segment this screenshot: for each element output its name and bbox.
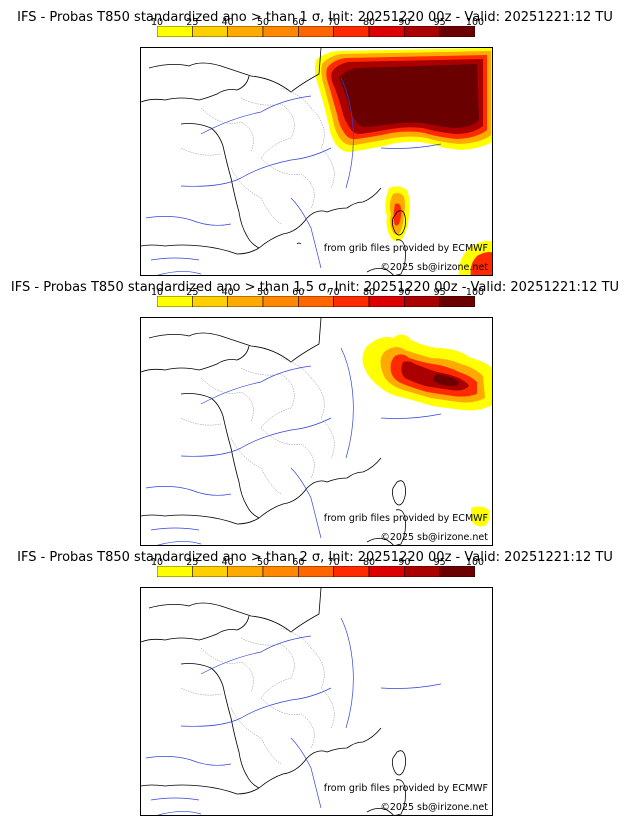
colorbar-ticks: 10 25 40 50 60 70 80 90 95 100	[151, 10, 484, 28]
rivers	[145, 347, 442, 545]
colorbar-tick-label: 25	[186, 287, 199, 298]
copyright: ©2025 sb@irizone.net	[380, 262, 488, 273]
colorbar-tick-label: 100	[465, 17, 485, 28]
colorbar	[157, 296, 475, 307]
map-frame: from grib files provided by ECMWF ©2025 …	[140, 317, 493, 546]
borders	[180, 357, 335, 495]
colorbar	[157, 26, 475, 37]
map-canvas	[141, 318, 492, 545]
panel-title: IFS - Probas T850 standardized ano > tha…	[17, 10, 613, 25]
colorbar-tick-label: 70	[327, 17, 340, 28]
map-panel-3: IFS - Probas T850 standardized ano > tha…	[0, 540, 630, 816]
colorbar-tick-label: 60	[292, 17, 305, 28]
colorbar-tick-label: 95	[433, 17, 446, 28]
borders	[180, 627, 335, 765]
map-canvas	[141, 48, 492, 275]
coastlines	[141, 588, 394, 815]
colorbar-tick-label: 50	[256, 17, 270, 28]
colorbar-tick-label: 90	[398, 17, 411, 28]
rivers	[145, 77, 442, 275]
colorbar-ticks: 10 25 40 50 60 70 80 90 95 100	[151, 280, 484, 298]
colorbar-tick-label: 100	[465, 557, 485, 568]
colorbar-tick-label: 40	[221, 557, 234, 568]
map-frame: from grib files provided by ECMWF ©2025 …	[140, 47, 493, 276]
colorbar-tick-label: 60	[292, 557, 305, 568]
copyright: ©2025 sb@irizone.net	[380, 532, 488, 543]
colorbar-tick-label: 10	[150, 557, 164, 568]
colorbar-tick-label: 100	[465, 287, 485, 298]
source-credit: from grib files provided by ECMWF	[323, 243, 488, 254]
borders	[180, 87, 335, 225]
colorbar-tick-label: 80	[362, 17, 376, 28]
colorbar-tick-label: 90	[398, 287, 411, 298]
copyright: ©2025 sb@irizone.net	[380, 802, 488, 813]
colorbar-tick-label: 40	[221, 287, 234, 298]
map-canvas	[141, 588, 442, 815]
colorbar	[157, 566, 475, 577]
colorbar-tick-label: 50	[256, 557, 270, 568]
islands	[391, 750, 407, 815]
colorbar-tick-label: 50	[256, 287, 270, 298]
probability-field	[362, 334, 492, 527]
colorbar-tick-label: 80	[362, 287, 376, 298]
islands	[391, 210, 407, 275]
rivers	[145, 617, 442, 815]
colorbar-tick-label: 60	[292, 287, 305, 298]
probability-field	[315, 48, 492, 275]
colorbar-tick-label: 70	[327, 557, 340, 568]
colorbar-tick-label: 10	[150, 17, 164, 28]
map-panel-1: IFS - Probas T850 standardized ano > tha…	[0, 0, 630, 276]
map-panel-2: IFS - Probas T850 standardized ano > tha…	[0, 270, 630, 546]
islands	[391, 480, 407, 545]
colorbar-ticks: 10 25 40 50 60 70 80 90 95 100	[151, 550, 484, 568]
colorbar-tick-label: 70	[327, 287, 340, 298]
panel-title: IFS - Probas T850 standardized ano > tha…	[17, 550, 613, 565]
colorbar-tick-label: 90	[398, 557, 411, 568]
source-credit: from grib files provided by ECMWF	[323, 513, 488, 524]
source-credit: from grib files provided by ECMWF	[323, 783, 488, 794]
colorbar-tick-label: 25	[186, 557, 199, 568]
panel-title: IFS - Probas T850 standardized ano > tha…	[10, 280, 620, 295]
colorbar-tick-label: 40	[221, 17, 234, 28]
colorbar-tick-label: 95	[433, 557, 446, 568]
colorbar-tick-label: 95	[433, 287, 446, 298]
colorbar-tick-label: 10	[150, 287, 164, 298]
coastlines	[141, 318, 394, 545]
colorbar-tick-label: 80	[362, 557, 376, 568]
map-frame: from grib files provided by ECMWF ©2025 …	[140, 587, 493, 816]
colorbar-tick-label: 25	[186, 17, 199, 28]
coastlines	[141, 48, 394, 275]
